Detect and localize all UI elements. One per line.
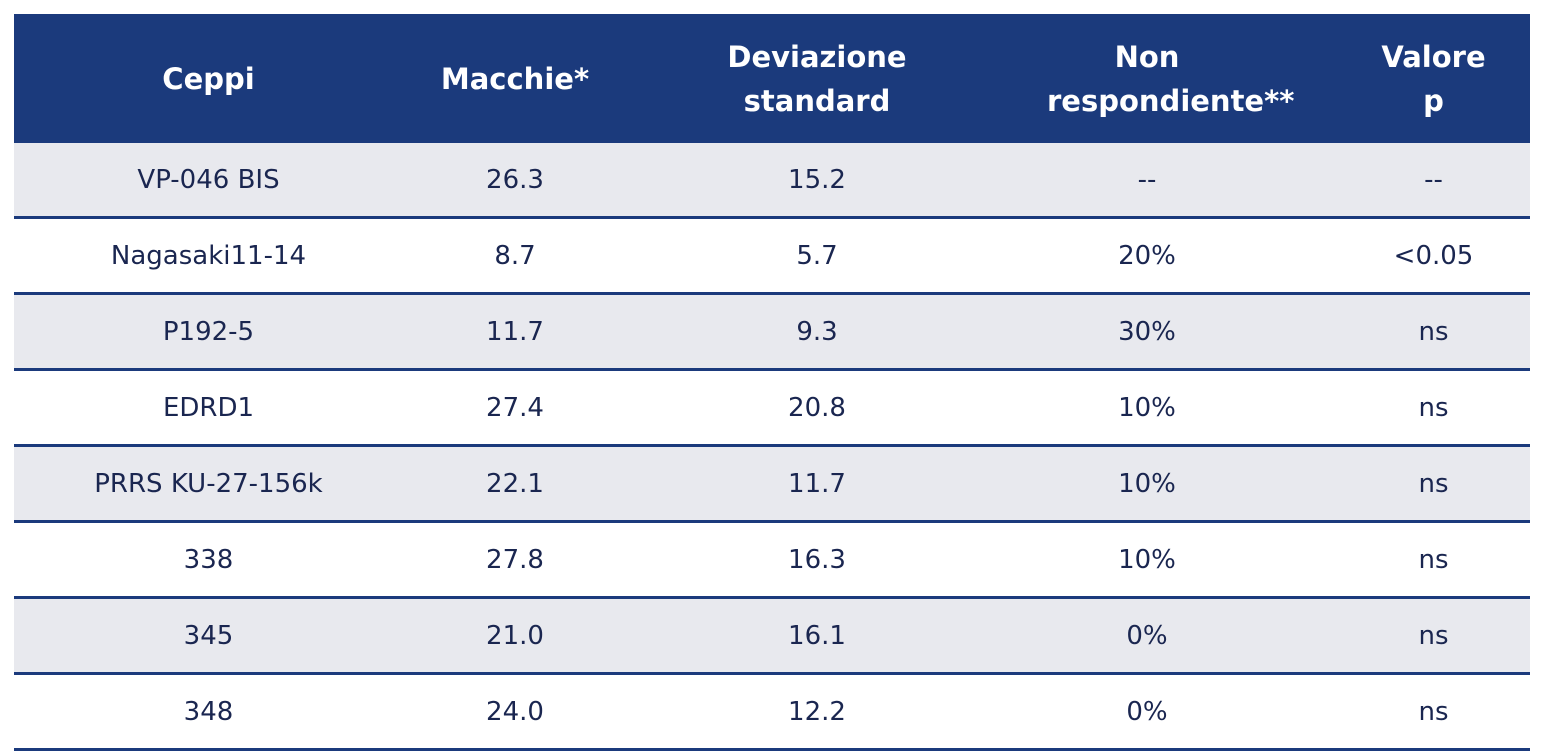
table-cell: ns [1418,468,1449,499]
table-cell: EDRD1 [162,392,255,423]
table-cell: 15.2 [788,164,846,195]
table-row: 345 21.0 16.1 0% ns [14,599,1530,675]
table-cell: 5.7 [796,240,838,271]
table-cell: 9.3 [796,316,838,347]
table-cell: 338 [183,544,234,575]
table-cell: 26.3 [486,164,544,195]
table-cell: ns [1418,544,1449,575]
table-cell: 20.8 [788,392,846,423]
table-cell: 12.2 [788,696,846,727]
table-row: Nagasaki11-14 8.7 5.7 20% <0.05 [14,219,1530,295]
table-cell: 0% [1126,620,1168,651]
table-cell: 8.7 [494,240,536,271]
table-cell: 345 [183,620,234,651]
table-cell: 16.3 [788,544,846,575]
table-row: 338 27.8 16.3 10% ns [14,523,1530,599]
table: Ceppi Macchie* Deviazione standard Non resp… [14,14,1530,751]
table-cell: <0.05 [1393,240,1474,271]
table-cell: 11.7 [788,468,846,499]
table-cell: -- [1137,164,1157,195]
table-cell: 21.0 [486,620,544,651]
table-cell: -- [1424,164,1443,195]
header-row: Ceppi Macchie* Deviazione standard Non resp… [14,14,1530,143]
header-cell: Valore p [1381,39,1486,118]
table-cell: ns [1418,696,1449,727]
table-cell: 348 [183,696,234,727]
header-cell: Ceppi [162,61,255,96]
table-cell: PRRS KU-27-156k [94,468,323,499]
table-row: P192-5 11.7 9.3 30% ns [14,295,1530,371]
table-cell: 24.0 [486,696,544,727]
table-cell: 22.1 [486,468,544,499]
table-cell: ns [1418,392,1449,423]
table-cell: Nagasaki11-14 [110,240,307,271]
table-cell: P192-5 [162,316,255,347]
header-cell: Deviazione standard [727,39,907,118]
table-cell: ns [1418,620,1449,651]
table-cell: 30% [1118,316,1176,347]
table-cell: 10% [1118,544,1176,575]
table-cell: 0% [1126,696,1168,727]
table-cell: 11.7 [486,316,544,347]
table-cell: ns [1418,316,1449,347]
table-row: EDRD1 27.4 20.8 10% ns [14,371,1530,447]
table-cell: 27.8 [486,544,544,575]
header-cell: Macchie* [440,61,590,96]
table-cell: VP-046 BIS [137,164,280,195]
table-cell: 10% [1118,392,1176,423]
table-cell: 16.1 [788,620,846,651]
table-cell: 20% [1118,240,1176,271]
table-row: 348 24.0 12.2 0% ns [14,675,1530,751]
header-cell: Non respondiente** [1047,39,1295,118]
table-row: PRRS KU-27-156k 22.1 11.7 10% ns [14,447,1530,523]
table-row: VP-046 BIS 26.3 15.2 -- -- [14,143,1530,219]
table-cell: 27.4 [486,392,544,423]
table-cell: 10% [1118,468,1176,499]
